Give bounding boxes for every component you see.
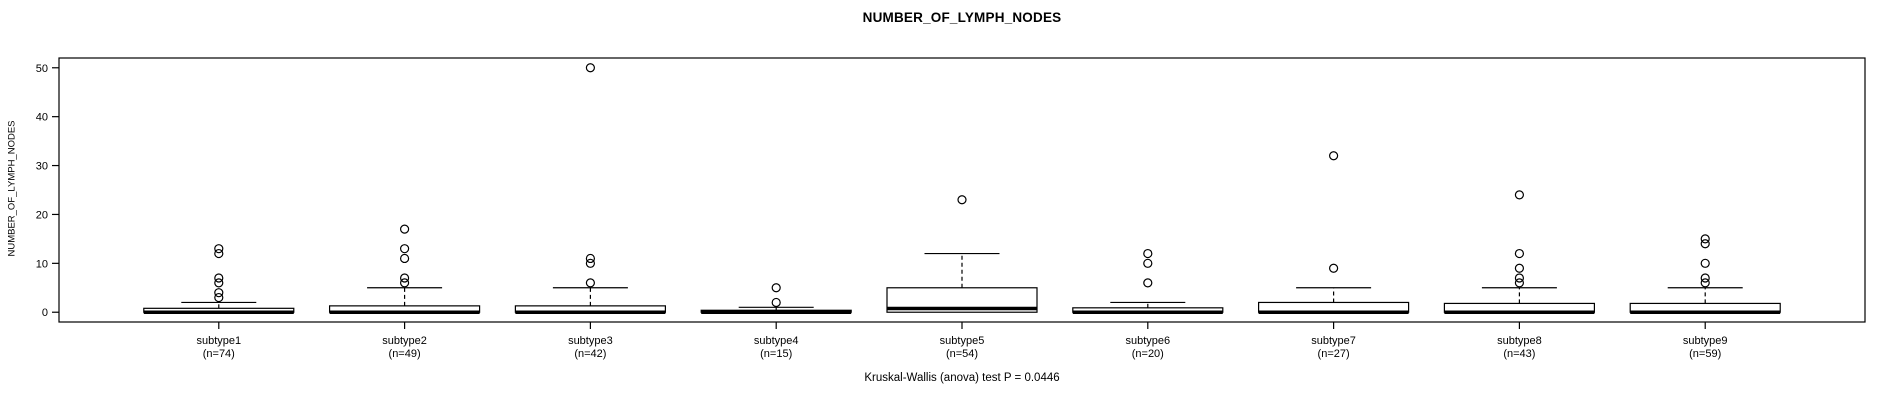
outlier-point — [1700, 273, 1710, 283]
outlier-point — [1700, 278, 1710, 288]
x-tick-label-n: (n=15) — [760, 348, 792, 360]
x-tick-label-n: (n=42) — [574, 348, 606, 360]
outlier-point — [957, 195, 967, 205]
outlier-point — [1700, 258, 1710, 268]
x-tick-label-subtype: subtype2 — [382, 335, 427, 347]
outlier-point — [1329, 263, 1339, 273]
y-tick-label: 40 — [36, 112, 48, 124]
x-tick-label-subtype: subtype5 — [940, 335, 985, 347]
outlier-point — [1514, 278, 1525, 288]
x-tick-label-n: (n=54) — [946, 348, 978, 360]
outlier-point — [214, 288, 224, 298]
outlier-point — [214, 273, 224, 283]
outlier-point — [1514, 248, 1525, 259]
kruskal-wallis-footnote: Kruskal-Wallis (anova) test P = 0.0446 — [864, 372, 1060, 384]
x-tick-label-n: (n=49) — [389, 348, 421, 360]
outlier-point — [399, 253, 410, 264]
outlier-point — [1514, 263, 1525, 273]
outlier-point — [1514, 190, 1525, 200]
outlier-point — [214, 292, 224, 303]
outlier-point — [214, 244, 224, 254]
x-tick-label-subtype: subtype7 — [1311, 335, 1356, 347]
x-tick-label-subtype: subtype4 — [754, 335, 799, 347]
outlier-point — [399, 273, 410, 283]
outlier-point — [585, 63, 595, 73]
y-tick-label: 20 — [36, 209, 48, 221]
outlier-point — [771, 297, 781, 308]
x-tick-label-n: (n=59) — [1689, 348, 1721, 360]
outlier-point — [1329, 151, 1339, 161]
x-tick-label-subtype: subtype8 — [1497, 335, 1542, 347]
x-tick-label-n: (n=20) — [1132, 348, 1164, 360]
chart-title: NUMBER_OF_LYMPH_NODES — [862, 10, 1062, 25]
x-tick-label-subtype: subtype3 — [568, 335, 613, 347]
outlier-point — [1700, 234, 1710, 244]
outlier-point — [771, 283, 781, 293]
outlier-point — [1143, 248, 1153, 259]
x-tick-label-subtype: subtype9 — [1683, 335, 1728, 347]
y-tick-label: 30 — [36, 161, 48, 173]
x-tick-label-subtype: subtype1 — [196, 335, 241, 347]
x-tick-label-subtype: subtype6 — [1125, 335, 1170, 347]
plot-frame — [58, 57, 1866, 323]
outlier-point — [585, 278, 595, 288]
y-tick-label: 0 — [42, 307, 48, 319]
outlier-point — [1143, 258, 1153, 268]
outlier-point — [1143, 278, 1153, 288]
x-tick-label-n: (n=43) — [1503, 348, 1535, 360]
outlier-point — [585, 253, 595, 264]
outlier-point — [399, 278, 410, 288]
y-tick-label: 50 — [36, 63, 48, 75]
x-tick-label-n: (n=27) — [1318, 348, 1350, 360]
outlier-point — [1514, 273, 1525, 283]
outlier-point — [585, 258, 595, 268]
outlier-point — [1700, 239, 1710, 249]
outlier-point — [399, 224, 410, 234]
x-tick-label-n: (n=74) — [203, 348, 235, 360]
outlier-point — [399, 244, 410, 254]
outlier-point — [214, 278, 224, 288]
y-tick-label: 10 — [36, 258, 48, 270]
outlier-point — [214, 248, 224, 259]
